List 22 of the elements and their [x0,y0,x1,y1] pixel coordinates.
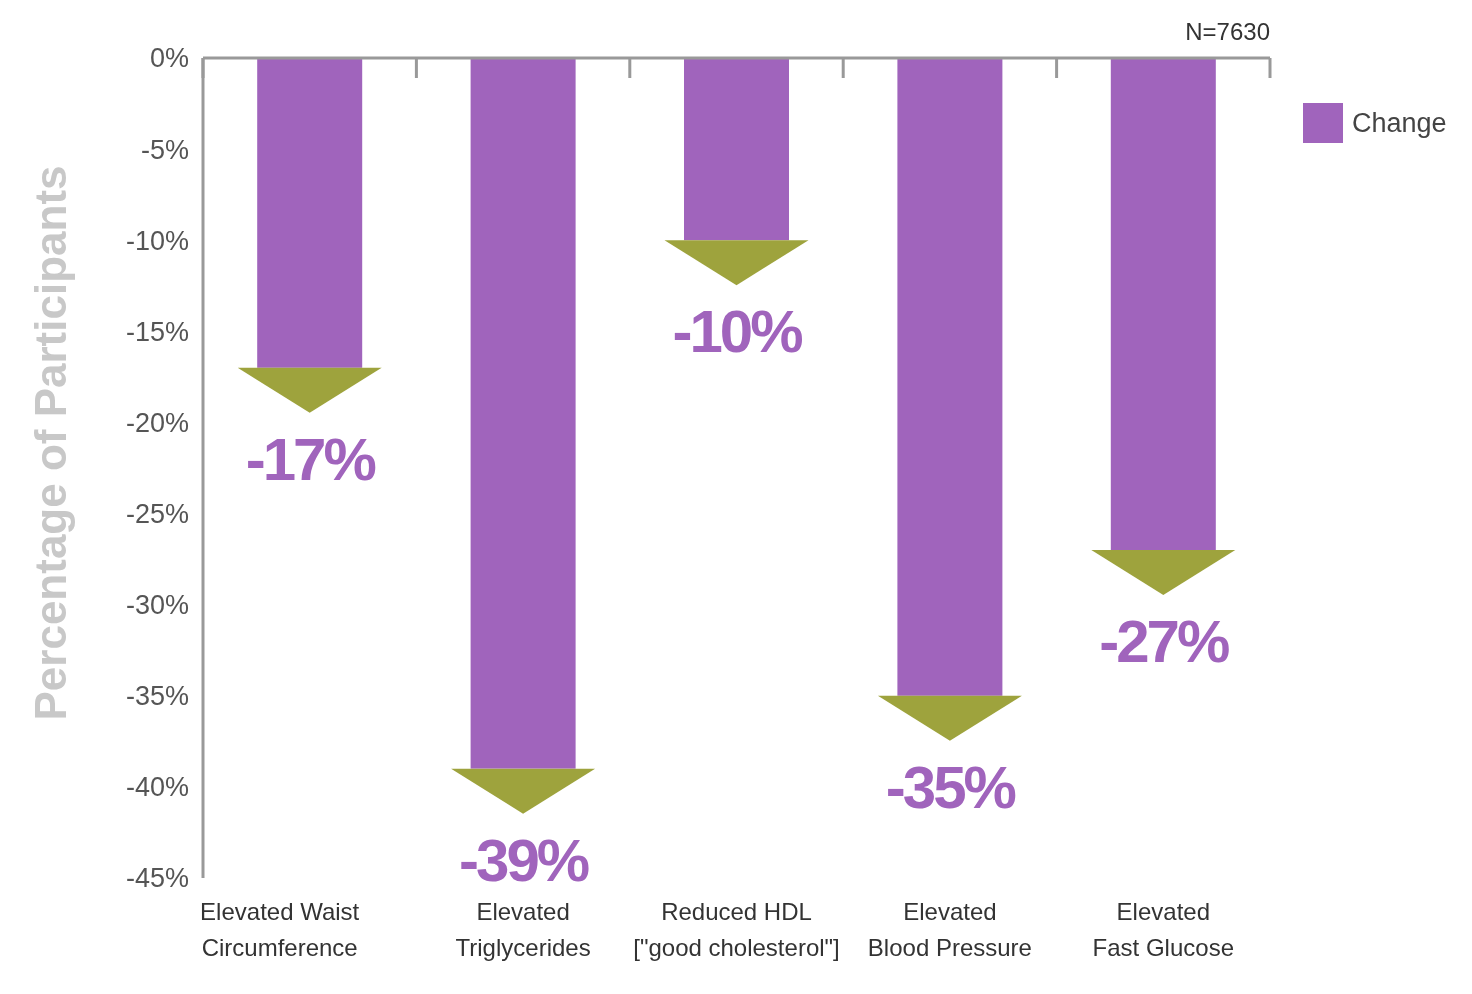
data-label: -27% [1099,608,1229,675]
y-tick-label: -15% [125,316,189,347]
legend-label: Change [1352,108,1447,139]
x-tick-label: Elevated Blood Pressure [867,898,1032,961]
data-label: -39% [459,826,589,894]
y-tick-label: -35% [125,681,189,712]
y-tick-label: 0% [149,43,189,74]
y-tick-label: -30% [125,590,189,621]
x-tick-label: Elevated Waist Circumference [200,898,360,961]
data-label: -10% [672,298,803,366]
y-tick-label: -20% [125,407,189,438]
x-tick-label: Reduced HDL ["good cholesterol"] [633,898,840,961]
data-label: -17% [245,425,376,493]
data-label: -35% [885,753,1016,821]
y-tick-label: -40% [125,772,189,803]
x-tick-label: Elevated Triglycerides [455,898,591,961]
y-tick-label: -10% [125,225,189,256]
text: N=7630 [1185,18,1270,45]
y-tick-label: -45% [125,863,189,894]
y-tick-label: -5% [140,134,189,165]
x-tick-label: Elevated Fast Glucose [1092,898,1234,961]
y-tick-label: -25% [125,499,189,530]
